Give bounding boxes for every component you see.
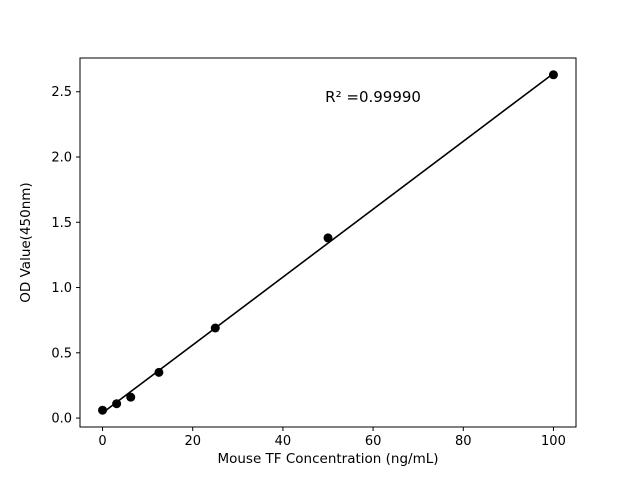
fit-line <box>102 72 554 414</box>
y-tick-label: 2.5 <box>51 85 72 100</box>
y-tick-label: 1.0 <box>51 281 72 296</box>
y-tick-label: 0.0 <box>51 412 72 427</box>
data-point <box>323 233 333 243</box>
y-tick-label: 2.0 <box>51 151 72 166</box>
x-tick-label: 20 <box>184 434 201 449</box>
y-axis-label: OD Value(450nm) <box>18 182 34 302</box>
x-tick-label: 80 <box>455 434 472 449</box>
data-point <box>548 70 558 80</box>
x-axis-label: Mouse TF Concentration (ng/mL) <box>217 451 438 467</box>
x-tick-label: 60 <box>365 434 382 449</box>
data-point <box>126 392 136 402</box>
x-tick-label: 100 <box>541 434 566 449</box>
data-point <box>112 399 122 409</box>
data-point <box>154 367 164 377</box>
data-point <box>98 405 108 415</box>
plot-frame <box>79 57 577 428</box>
y-tick-label: 1.5 <box>51 216 72 231</box>
x-tick-label: 40 <box>275 434 292 449</box>
data-point <box>210 323 220 333</box>
y-tick-label: 0.5 <box>51 346 72 361</box>
r-squared-annotation: R² =0.99990 <box>325 88 421 106</box>
x-tick-label: 0 <box>98 434 106 449</box>
